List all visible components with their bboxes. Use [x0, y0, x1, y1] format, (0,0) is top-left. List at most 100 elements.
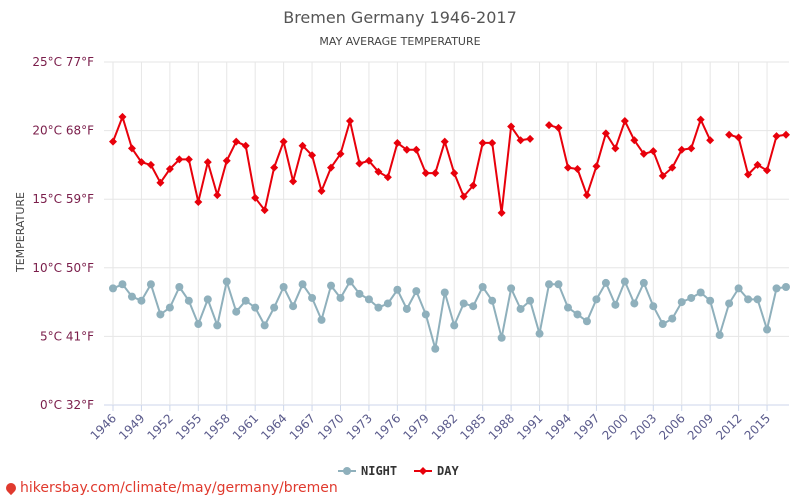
night-point: [241, 296, 250, 305]
day-point: [165, 165, 174, 174]
night-point: [345, 277, 354, 286]
night-point: [696, 288, 705, 297]
night-point: [127, 292, 136, 301]
night-point: [402, 304, 411, 313]
day-point: [109, 137, 117, 146]
legend-day-label: DAY: [437, 464, 459, 478]
night-point: [497, 333, 506, 342]
y-tick-label: 0°C 32°F: [40, 398, 94, 412]
day-point: [563, 163, 572, 172]
night-point: [620, 277, 629, 286]
night-point: [308, 293, 317, 302]
watermark-text: hikersbay.com/climate/may/germany/bremen: [20, 480, 338, 496]
x-tick-label: 1988: [486, 411, 517, 442]
night-point: [734, 284, 743, 293]
night-point: [355, 289, 364, 298]
day-point: [478, 138, 487, 147]
night-point: [677, 298, 686, 307]
night-point: [109, 284, 117, 293]
day-point: [241, 141, 250, 150]
day-point: [279, 137, 288, 146]
x-tick-label: 1985: [457, 411, 488, 442]
legend-night-label: NIGHT: [361, 464, 397, 478]
x-tick-label: 2015: [742, 411, 773, 442]
day-point: [488, 138, 497, 147]
day-point: [706, 136, 715, 145]
day-point: [782, 130, 790, 139]
x-tick-label: 1964: [258, 411, 289, 442]
day-point: [194, 197, 203, 206]
x-tick-label: 2012: [713, 411, 744, 442]
night-point: [364, 295, 373, 304]
night-point: [146, 280, 155, 289]
night-point: [507, 284, 516, 293]
day-point: [668, 163, 677, 172]
day-point: [374, 167, 383, 176]
night-point: [639, 278, 648, 287]
x-tick-label: 2003: [628, 411, 659, 442]
x-tick-label: 1991: [514, 411, 545, 442]
x-tick-label: 1946: [88, 411, 119, 442]
day-point: [459, 192, 468, 201]
night-point: [421, 310, 430, 319]
night-point: [573, 310, 582, 319]
night-point: [194, 320, 203, 329]
day-point: [270, 163, 279, 172]
day-point: [516, 136, 525, 145]
day-point: [450, 169, 459, 178]
night-point: [251, 303, 260, 312]
x-tick-label: 1949: [116, 411, 147, 442]
day-point: [431, 169, 440, 178]
watermark[interactable]: hikersbay.com/climate/may/germany/bremen: [3, 480, 338, 496]
day-point: [763, 166, 772, 175]
day-point: [298, 141, 307, 150]
night-point: [715, 331, 724, 340]
night-point: [232, 307, 241, 316]
day-point: [412, 145, 421, 154]
night-point: [611, 300, 620, 309]
night-point: [383, 299, 392, 308]
night-point: [488, 296, 497, 305]
night-point: [270, 303, 279, 312]
day-point: [526, 134, 535, 143]
night-point: [298, 280, 307, 289]
x-tick-label: 2009: [685, 411, 716, 442]
day-point: [772, 132, 781, 141]
night-point: [279, 283, 288, 292]
night-point: [213, 321, 222, 330]
day-point: [687, 144, 696, 153]
night-point: [175, 283, 184, 292]
day-point: [336, 149, 345, 158]
y-tick-label: 15°C 59°F: [32, 192, 94, 206]
night-point: [118, 280, 127, 289]
night-point: [393, 285, 402, 294]
day-point: [393, 138, 402, 147]
legend-night-marker: [343, 467, 351, 475]
x-tick-label: 1970: [315, 411, 346, 442]
night-point: [317, 315, 326, 324]
night-point: [545, 280, 554, 289]
day-point: [696, 115, 705, 124]
night-point: [658, 320, 667, 329]
y-tick-label: 5°C 41°F: [40, 329, 94, 343]
night-point: [601, 278, 610, 287]
night-point: [782, 283, 790, 292]
x-tick-label: 1973: [344, 411, 375, 442]
night-point: [459, 299, 468, 308]
day-point: [355, 159, 364, 168]
day-point: [677, 145, 686, 154]
day-point: [639, 149, 648, 158]
day-point: [127, 144, 136, 153]
night-point: [526, 296, 535, 305]
day-point: [383, 173, 392, 182]
day-point: [582, 191, 591, 200]
x-tick-label: 1967: [287, 411, 318, 442]
night-point: [289, 302, 298, 311]
night-point: [649, 302, 658, 311]
day-point: [507, 122, 516, 131]
day-point: [137, 158, 146, 167]
day-point: [630, 136, 639, 145]
night-point: [440, 288, 449, 297]
day-point: [649, 147, 658, 156]
night-point: [687, 293, 696, 302]
